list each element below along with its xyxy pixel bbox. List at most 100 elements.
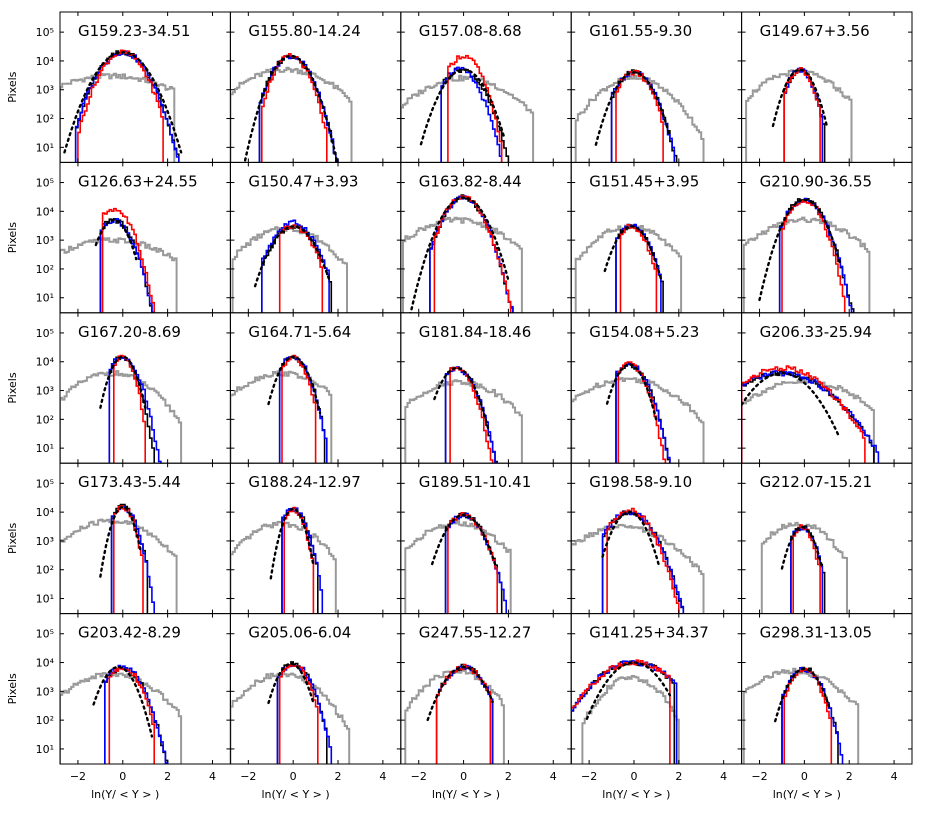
panel-3: G157.08-8.68 — [400, 11, 572, 163]
panel-title: G157.08-8.68 — [419, 22, 522, 40]
panel-21: −2 0 2 4 10¹ 10² 10³ 10⁴ 10⁵ G203.42-8.29 Pixels ln… — [6, 613, 231, 801]
series-red — [447, 54, 503, 163]
series-lognormal — [603, 225, 663, 280]
series-lognormal — [433, 366, 490, 430]
series-lognormal — [253, 225, 331, 288]
series-lognormal — [63, 51, 183, 154]
y-tick-label: 10¹ — [36, 593, 54, 606]
x-axis-label: ln(Y/ < Y > ) — [602, 788, 670, 801]
series-lognormal — [741, 372, 840, 436]
panel-plot-area — [404, 663, 505, 764]
series-red — [783, 667, 833, 764]
y-tick-label: 10¹ — [36, 141, 54, 154]
series-blue — [783, 67, 824, 163]
series-gray — [581, 675, 680, 764]
x-tick-label: 0 — [801, 770, 808, 783]
panel-title: G150.47+3.93 — [248, 172, 358, 190]
panel-11: 10¹ 10² 10³ 10⁴ 10⁵ G167.20-8.69 Pixels — [6, 312, 231, 464]
series-red — [101, 207, 158, 313]
series-lognormal — [594, 71, 672, 146]
series-blue — [741, 370, 880, 464]
panel-plot-area — [60, 354, 183, 464]
panel-title: G205.06-6.04 — [248, 624, 351, 642]
panel-plot-area — [574, 223, 683, 313]
y-tick-label: 10¹ — [36, 743, 54, 756]
panel-8: G163.82-8.44 — [400, 161, 572, 314]
y-axis-label: Pixels — [6, 673, 19, 704]
x-tick-label: 4 — [550, 770, 557, 783]
panel-plot-area — [571, 507, 705, 614]
series-gray — [60, 672, 183, 764]
x-tick-label: 2 — [846, 770, 853, 783]
x-tick-label: 0 — [630, 770, 637, 783]
panel-plot-area — [742, 666, 860, 764]
series-black — [104, 666, 169, 764]
series-gray — [404, 668, 505, 764]
x-tick-label: 0 — [290, 770, 297, 783]
panel-plot-area — [60, 503, 178, 614]
x-tick-label: −2 — [411, 770, 427, 783]
panel-4: G161.55-9.30 — [570, 11, 743, 163]
panel-title: G189.51-10.41 — [419, 473, 531, 491]
panel-title: G181.84-18.46 — [419, 323, 531, 341]
panel-24: −2 0 2 4 G141.25+34.37 ln(Y/ < Y > ) — [570, 613, 743, 801]
panel-17: G188.24-12.97 — [229, 462, 402, 615]
panel-title: G188.24-12.97 — [248, 473, 360, 491]
series-gray — [230, 66, 353, 163]
x-axis-label: ln(Y/ < Y > ) — [432, 788, 500, 801]
y-tick-label: 10³ — [36, 685, 54, 698]
y-tick-label: 10² — [36, 714, 54, 727]
x-axis-label: ln(Y/ < Y > ) — [262, 788, 330, 801]
series-gray — [745, 69, 853, 163]
panel-plot-area — [230, 53, 353, 163]
panel-plot-area — [760, 521, 848, 614]
series-lognormal — [605, 363, 658, 422]
series-gray — [742, 216, 871, 313]
series-red — [449, 366, 494, 464]
series-lognormal — [780, 526, 824, 570]
series-lognormal — [601, 510, 660, 566]
series-lognormal — [267, 355, 322, 415]
panel-7: G150.47+3.93 — [229, 161, 402, 314]
y-tick-label: 10² — [36, 263, 54, 276]
x-tick-label: −2 — [240, 770, 256, 783]
series-lognormal — [92, 665, 154, 738]
series-blue — [615, 363, 671, 464]
panel-19: G198.58-9.10 — [570, 462, 743, 615]
panel-6: 10¹ 10² 10³ 10⁴ 10⁵ G126.63+24.55 Pixels — [6, 161, 231, 314]
series-blue — [74, 50, 180, 163]
x-tick-label: 2 — [675, 770, 682, 783]
series-black — [74, 50, 180, 163]
panel-plot-area — [60, 49, 183, 163]
panel-23: −2 0 2 4 G247.55-12.27 ln(Y/ < Y > ) — [400, 613, 572, 801]
series-red — [741, 365, 866, 464]
panel-frame — [741, 613, 913, 765]
panel-title: G163.82-8.44 — [419, 172, 522, 190]
panel-title: G151.45+3.95 — [589, 172, 699, 190]
series-red — [619, 223, 658, 313]
panel-title: G298.31-13.05 — [760, 624, 872, 642]
panel-plot-area — [230, 661, 351, 764]
panel-plot-area — [231, 219, 348, 313]
series-lognormal — [774, 667, 831, 723]
panel-13: G181.84-18.46 — [400, 312, 572, 464]
x-tick-label: 4 — [891, 770, 898, 783]
series-gray — [400, 74, 535, 163]
series-lognormal — [419, 68, 506, 146]
series-red — [792, 524, 821, 614]
y-axis-label: Pixels — [6, 222, 19, 253]
panel-22: −2 0 2 4 G205.06-6.04 ln(Y/ < Y > ) — [229, 613, 402, 801]
series-lognormal — [426, 665, 494, 722]
series-black — [444, 512, 503, 614]
panel-plot-area — [741, 365, 880, 464]
panel-15: G206.33-25.94 — [741, 312, 913, 464]
series-lognormal — [758, 198, 842, 302]
panel-20: G212.07-15.21 — [741, 462, 913, 615]
x-tick-label: 4 — [209, 770, 216, 783]
series-lognormal — [269, 507, 315, 580]
series-gray — [60, 370, 183, 464]
panel-plot-area — [402, 194, 523, 313]
panel-2: G155.80-14.24 — [229, 11, 402, 163]
panel-title: G154.08+5.23 — [589, 323, 699, 341]
